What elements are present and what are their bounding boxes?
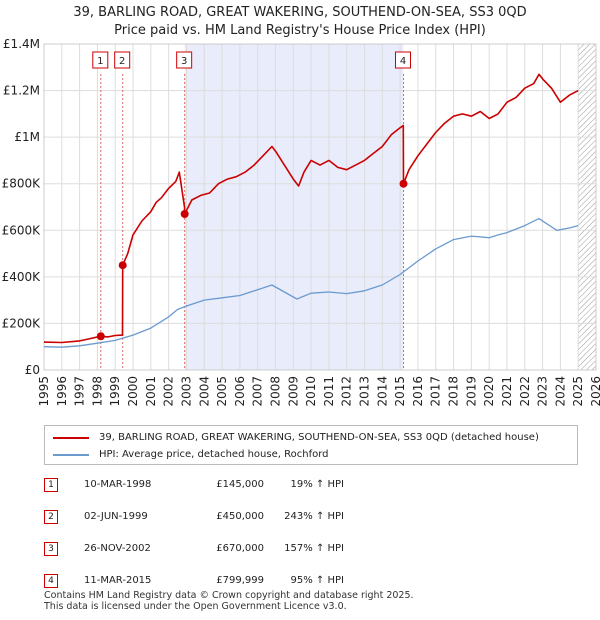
x-tick-label: 2016 — [411, 376, 425, 407]
transaction-date: 26-NOV-2002 — [84, 543, 151, 554]
sale-label-box — [176, 51, 193, 69]
x-tick-label: 2022 — [518, 376, 532, 407]
transaction-number: 2 — [44, 510, 58, 524]
transaction-hpi: 95% ↑ HPI — [290, 575, 344, 586]
sale-label-box — [114, 51, 131, 69]
property-price-line — [43, 73, 579, 344]
transaction-date: 11-MAR-2015 — [84, 575, 152, 586]
hpi-line — [43, 217, 579, 348]
x-tick-label: 1996 — [55, 376, 69, 407]
chart-title: 39, BARLING ROAD, GREAT WAKERING, SOUTHE… — [0, 4, 600, 40]
x-tick-label: 2018 — [447, 376, 461, 407]
y-tick-label: £800K — [2, 177, 42, 191]
x-tick-label: 2012 — [340, 376, 354, 407]
x-tick-label: 2024 — [553, 376, 567, 407]
transaction-price: £799,999 — [216, 575, 264, 586]
sale-point — [399, 179, 408, 188]
transaction-number: 4 — [44, 574, 58, 588]
x-tick-label: 2023 — [536, 376, 550, 407]
transactions-table: 1 10-MAR-1998 £145,000 19% ↑ HPI 2 02-JU… — [44, 472, 578, 600]
transaction-date: 10-MAR-1998 — [84, 479, 152, 490]
x-tick-label: 2004 — [197, 376, 211, 407]
x-tick-label: 2026 — [589, 376, 600, 407]
x-tick-label: 1998 — [90, 376, 104, 407]
x-tick-label: 2015 — [393, 376, 407, 407]
x-tick-label: 2021 — [500, 376, 514, 407]
y-tick-label: £1M — [14, 130, 40, 144]
sale-point — [118, 261, 127, 270]
legend-swatch-hpi — [53, 454, 89, 456]
price-chart: £0 £200K £400K £600K £800K £1M £1.2M £1.4M 1995 1… — [2, 37, 600, 407]
x-tick-label: 2002 — [162, 376, 176, 407]
transaction-price: £145,000 — [216, 479, 264, 490]
transaction-date: 02-JUN-1999 — [84, 511, 148, 522]
table-row: 3 26-NOV-2002 £670,000 157% ↑ HPI — [44, 536, 578, 568]
title-line-1: 39, BARLING ROAD, GREAT WAKERING, SOUTHE… — [73, 5, 527, 20]
x-tick-label: 2025 — [571, 376, 585, 407]
y-tick-label: £400K — [2, 270, 42, 284]
table-row: 4 11-MAR-2015 £799,999 95% ↑ HPI — [44, 568, 578, 600]
plot-border — [43, 43, 597, 371]
table-row: 1 10-MAR-1998 £145,000 19% ↑ HPI — [44, 472, 578, 504]
y-tick-label: £200K — [2, 316, 42, 330]
x-tick-label: 1999 — [108, 376, 122, 407]
transaction-price: £670,000 — [216, 543, 264, 554]
title-line-2: Price paid vs. HM Land Registry's House … — [114, 23, 486, 38]
transaction-price: £450,000 — [216, 511, 264, 522]
legend-label-hpi: HPI: Average price, detached house, Roch… — [99, 449, 329, 460]
x-tick-label: 2009 — [286, 376, 300, 407]
x-tick-label: 2008 — [268, 376, 282, 407]
y-tick-label: £1.4M — [3, 37, 40, 51]
shaded-period — [184, 44, 404, 370]
transaction-hpi: 19% ↑ HPI — [290, 479, 344, 490]
footer-licence: This data is licensed under the Open Gov… — [44, 601, 347, 612]
x-tick-label: 2011 — [322, 376, 336, 407]
sale-label-number: 2 — [119, 56, 125, 67]
forecast-hatch — [578, 44, 596, 370]
sale-label-number: 4 — [400, 56, 406, 67]
x-tick-label: 2003 — [179, 376, 193, 407]
x-tick-label: 2007 — [251, 376, 265, 407]
sale-label-box — [395, 51, 412, 69]
sale-point — [180, 209, 189, 218]
x-tick-label: 2005 — [215, 376, 229, 407]
x-tick-label: 2020 — [482, 376, 496, 407]
sale-label-number: 3 — [181, 56, 187, 67]
y-tick-label: £1.2M — [3, 84, 40, 98]
sale-label-number: 1 — [97, 56, 103, 67]
transaction-number: 1 — [44, 478, 58, 492]
footer-copyright: Contains HM Land Registry data © Crown c… — [44, 590, 414, 601]
footer: Contains HM Land Registry data © Crown c… — [44, 590, 414, 612]
x-tick-label: 2000 — [126, 376, 140, 407]
legend: 39, BARLING ROAD, GREAT WAKERING, SOUTHE… — [44, 425, 578, 465]
x-tick-label: 2006 — [233, 376, 247, 407]
x-tick-label: 2019 — [464, 376, 478, 407]
transaction-number: 3 — [44, 542, 58, 556]
transaction-hpi: 157% ↑ HPI — [284, 543, 344, 554]
table-row: 2 02-JUN-1999 £450,000 243% ↑ HPI — [44, 504, 578, 536]
x-tick-label: 2014 — [375, 376, 389, 407]
x-tick-label: 2001 — [144, 376, 158, 407]
sale-point — [96, 332, 105, 341]
x-tick-label: 1995 — [37, 376, 51, 407]
legend-label-property: 39, BARLING ROAD, GREAT WAKERING, SOUTHE… — [99, 432, 539, 443]
x-tick-label: 1997 — [73, 376, 87, 407]
y-tick-label: £0 — [25, 363, 40, 377]
y-tick-label: £600K — [2, 223, 42, 237]
legend-swatch-property — [53, 437, 89, 439]
sale-label-box — [92, 51, 109, 69]
x-tick-label: 2013 — [358, 376, 372, 407]
x-tick-label: 2010 — [304, 376, 318, 407]
transaction-hpi: 243% ↑ HPI — [284, 511, 344, 522]
x-tick-label: 2017 — [429, 376, 443, 407]
